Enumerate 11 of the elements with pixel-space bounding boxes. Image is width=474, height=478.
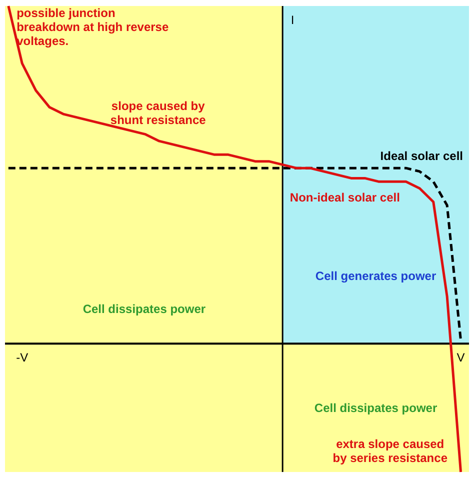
annotation: Cell dissipates power [82,302,206,316]
annotation: extra slope caused by series resistance [332,437,448,466]
annotation: possible junction breakdown at high reverse voltages. [16,6,169,48]
x-tick-label: -V [16,350,28,365]
annotation: slope caused by shunt resistance [110,99,206,128]
x-tick-label: V [456,350,465,365]
series-label: Non-ideal solar cell [290,190,400,205]
series-label: Ideal solar cell [380,149,463,164]
y-axis-title: I [290,13,294,27]
band-label: Cell dissipates power [314,400,438,415]
band-label: Cell generates power [315,269,436,284]
